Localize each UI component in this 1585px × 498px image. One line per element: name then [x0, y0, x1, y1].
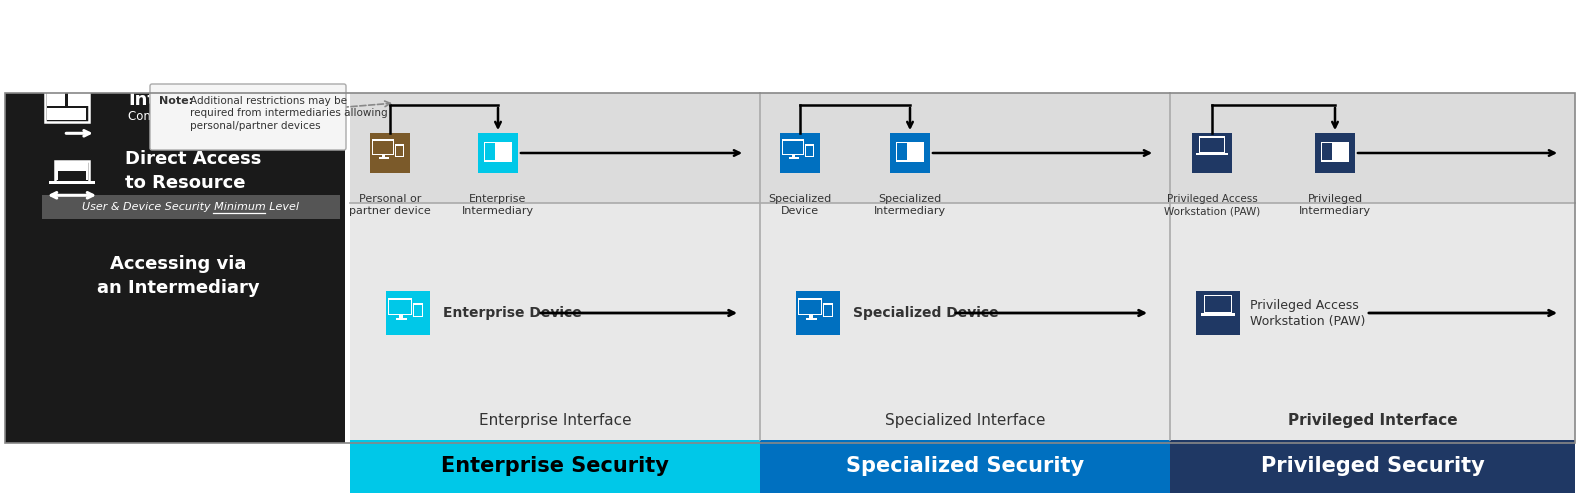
Bar — [810, 314, 813, 318]
Bar — [891, 133, 930, 173]
Text: Enterprise Security: Enterprise Security — [441, 456, 669, 476]
Bar — [372, 139, 395, 154]
Bar — [1200, 138, 1224, 152]
Text: Enterprise
Intermediary: Enterprise Intermediary — [461, 194, 534, 216]
Bar — [48, 92, 65, 106]
Bar — [824, 305, 832, 316]
Text: User & Device Security Minimum Level: User & Device Security Minimum Level — [82, 202, 300, 212]
Bar — [350, 440, 759, 493]
Bar — [799, 300, 821, 314]
Bar — [379, 157, 388, 159]
Bar — [1320, 137, 1349, 142]
Bar — [55, 161, 89, 182]
Bar — [41, 195, 341, 219]
Bar — [483, 137, 512, 162]
Bar — [382, 154, 385, 158]
Text: Personal or
partner device: Personal or partner device — [349, 194, 431, 216]
Bar — [796, 291, 840, 335]
Text: Interface: Interface — [128, 91, 220, 109]
Bar — [1320, 137, 1349, 162]
Bar — [395, 144, 404, 157]
Bar — [783, 141, 804, 154]
Bar — [1192, 133, 1232, 173]
Bar — [897, 143, 907, 160]
Bar — [479, 133, 518, 173]
Bar — [1203, 295, 1232, 313]
Bar — [5, 93, 346, 443]
Bar — [49, 181, 95, 184]
Text: Note:: Note: — [158, 96, 193, 106]
Bar — [396, 318, 407, 320]
Bar — [388, 298, 412, 315]
Bar — [1201, 313, 1235, 316]
Text: Specialized Interface: Specialized Interface — [884, 412, 1045, 427]
Bar — [1316, 133, 1355, 173]
Bar — [414, 303, 423, 317]
Bar — [48, 109, 87, 120]
Bar — [55, 162, 87, 180]
Text: Privileged Security: Privileged Security — [1260, 456, 1485, 476]
Bar — [1197, 291, 1239, 335]
Bar — [68, 92, 89, 106]
Bar — [805, 146, 813, 155]
Bar — [805, 144, 813, 157]
Text: Direct Access
to Resource: Direct Access to Resource — [125, 150, 262, 192]
Bar — [350, 203, 1575, 440]
Text: Additional restrictions may be
required from intermediaries allowing
personal/pa: Additional restrictions may be required … — [190, 96, 388, 131]
Bar — [414, 305, 422, 316]
Bar — [805, 318, 816, 320]
Text: Specialized
Intermediary: Specialized Intermediary — [873, 194, 946, 216]
Bar — [799, 298, 823, 315]
Bar — [823, 303, 834, 317]
Bar — [5, 93, 1575, 443]
Bar — [59, 171, 86, 176]
Bar — [59, 175, 86, 180]
Bar — [485, 143, 495, 160]
Text: Enterprise Interface: Enterprise Interface — [479, 412, 631, 427]
Bar — [1197, 153, 1228, 155]
Bar — [483, 137, 512, 142]
Bar — [1198, 136, 1225, 153]
Text: Specialized Security: Specialized Security — [846, 456, 1084, 476]
Bar — [1205, 296, 1232, 312]
Text: Specialized Device: Specialized Device — [853, 306, 999, 320]
Text: Privileged Interface: Privileged Interface — [1287, 412, 1457, 427]
Bar — [789, 157, 799, 159]
Text: Accessing via
an Intermediary: Accessing via an Intermediary — [97, 255, 260, 297]
Bar — [780, 133, 819, 173]
Bar — [387, 291, 430, 335]
Text: Specialized
Device: Specialized Device — [769, 194, 832, 216]
Bar — [759, 440, 1170, 493]
Bar — [399, 314, 403, 318]
Bar — [350, 93, 1575, 203]
Bar — [1322, 143, 1331, 160]
Text: Privileged Access
Workstation (PAW): Privileged Access Workstation (PAW) — [1163, 194, 1260, 216]
Text: Privileged Access
Workstation (PAW): Privileged Access Workstation (PAW) — [1251, 298, 1365, 328]
Text: Enterprise Device: Enterprise Device — [442, 306, 582, 320]
Bar — [896, 137, 924, 162]
Bar — [1170, 440, 1575, 493]
Bar — [372, 141, 393, 154]
FancyBboxPatch shape — [151, 84, 346, 150]
Bar — [388, 300, 412, 314]
Bar — [44, 89, 89, 122]
Text: Controlling resource access: Controlling resource access — [128, 110, 290, 123]
Bar — [896, 137, 924, 142]
Text: Privileged
Intermediary: Privileged Intermediary — [1300, 194, 1371, 216]
Bar — [369, 133, 411, 173]
Bar — [781, 139, 804, 154]
Bar — [792, 154, 796, 158]
Bar — [396, 146, 403, 155]
